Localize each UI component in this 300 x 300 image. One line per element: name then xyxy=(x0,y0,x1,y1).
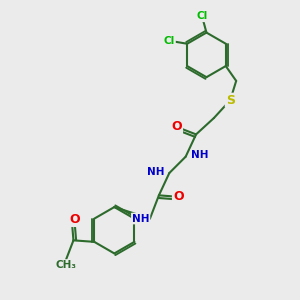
Text: O: O xyxy=(70,213,80,226)
Text: NH: NH xyxy=(191,150,208,160)
Text: S: S xyxy=(226,94,235,107)
Text: O: O xyxy=(173,190,184,203)
Text: NH: NH xyxy=(132,214,149,224)
Text: O: O xyxy=(171,121,182,134)
Text: Cl: Cl xyxy=(196,11,208,21)
Text: CH₃: CH₃ xyxy=(56,260,76,270)
Text: Cl: Cl xyxy=(164,36,175,46)
Text: NH: NH xyxy=(147,167,165,176)
